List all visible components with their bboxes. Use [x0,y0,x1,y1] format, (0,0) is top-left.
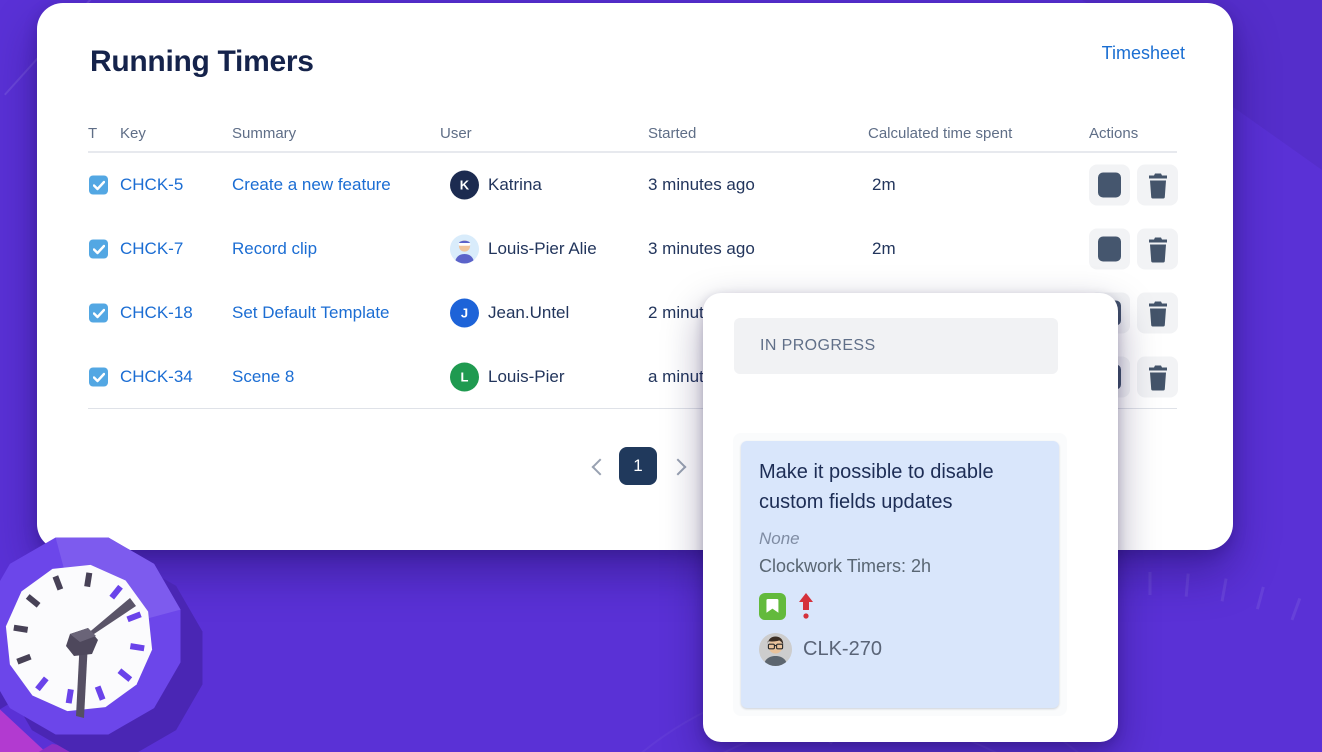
story-type-icon [759,592,786,620]
issue-card-icons [759,592,1041,620]
issue-key-link[interactable]: CHCK-7 [120,239,184,258]
delete-timer-button[interactable] [1137,292,1178,334]
table-header: T Key Summary User Started Calculated ti… [37,119,1233,153]
clock-illustration [0,537,203,752]
time-spent: 2m [872,239,896,258]
user-name: Jean.Untel [488,303,570,322]
person-photo-icon [759,633,792,666]
issue-summary-link[interactable]: Scene 8 [232,367,295,386]
delete-timer-button[interactable] [1137,228,1178,270]
col-header-time-spent: Calculated time spent [868,125,1013,142]
header-divider [88,151,1177,153]
table-row: CHCK-5 Create a new feature K Katrina 3 … [37,153,1233,217]
issue-card-title: Make it possible to disable custom field… [759,461,994,513]
col-header-key: Key [120,125,146,142]
timer-checkbox[interactable] [89,303,108,323]
issue-card-key: CLK-270 [803,638,882,660]
issue-summary-link[interactable]: Record clip [232,239,318,258]
issue-key-link[interactable]: CHCK-5 [120,175,184,194]
user-name: Katrina [488,175,542,194]
issue-key-link[interactable]: CHCK-18 [120,303,193,322]
timesheet-link[interactable]: Timesheet [1101,43,1185,63]
board-column: Make it possible to disable custom field… [733,433,1067,716]
col-header-actions: Actions [1089,125,1139,142]
timer-rows: CHCK-5 Create a new feature K Katrina 3 … [37,153,1233,409]
issue-key-link[interactable]: CHCK-34 [120,367,193,386]
check-icon [92,180,105,190]
board-column-header: IN PROGRESS [734,318,1058,374]
timer-checkbox[interactable] [89,175,108,195]
priority-highest-icon [799,593,813,619]
assignee-avatar [759,633,792,666]
delete-timer-button[interactable] [1137,356,1178,398]
trash-icon [1148,365,1167,390]
page-title: Running Timers [90,45,314,78]
stop-timer-button[interactable] [1089,164,1130,206]
check-icon [92,244,105,254]
user-name: Louis-Pier Alie [488,239,597,258]
timer-checkbox[interactable] [89,239,108,259]
timer-checkbox[interactable] [89,367,108,387]
col-header-summary: Summary [232,125,297,142]
board-popup: IN PROGRESS Make it possible to disable … [703,293,1118,742]
page-number-button[interactable]: 1 [619,447,657,485]
pagination: 1 [591,447,685,485]
check-icon [92,308,105,318]
stop-icon [1098,172,1121,198]
next-page-icon[interactable] [673,460,685,472]
illustrated-person-icon [450,234,479,264]
prev-page-icon[interactable] [591,460,603,472]
table-bottom-divider [88,408,1177,409]
check-icon [92,372,105,382]
started-time: 3 minutes ago [648,175,755,194]
delete-timer-button[interactable] [1137,164,1178,206]
trash-icon [1148,237,1167,262]
stop-icon [1098,236,1121,262]
col-header-type: T [88,125,98,142]
trash-icon [1148,173,1167,198]
started-time: 3 minutes ago [648,239,755,258]
issue-card[interactable]: Make it possible to disable custom field… [741,441,1059,708]
issue-card-footer: CLK-270 [759,633,1041,666]
issue-summary-link[interactable]: Set Default Template [232,303,390,322]
table-row: CHCK-7 Record clip Louis-Pier Alie 3 min… [37,217,1233,281]
issue-summary-link[interactable]: Create a new feature [232,175,391,194]
trash-icon [1148,301,1167,326]
time-spent: 2m [872,175,896,194]
col-header-user: User [440,125,472,142]
user-avatar: J [450,298,479,328]
issue-card-secondary: None [759,529,800,548]
user-name: Louis-Pier [488,367,565,386]
user-avatar: K [450,170,479,200]
stop-timer-button[interactable] [1089,228,1130,270]
issue-card-timer-label: Clockwork Timers: 2h [759,556,932,576]
user-avatar [450,234,479,264]
col-header-started: Started [648,125,697,142]
user-avatar: L [450,362,479,392]
